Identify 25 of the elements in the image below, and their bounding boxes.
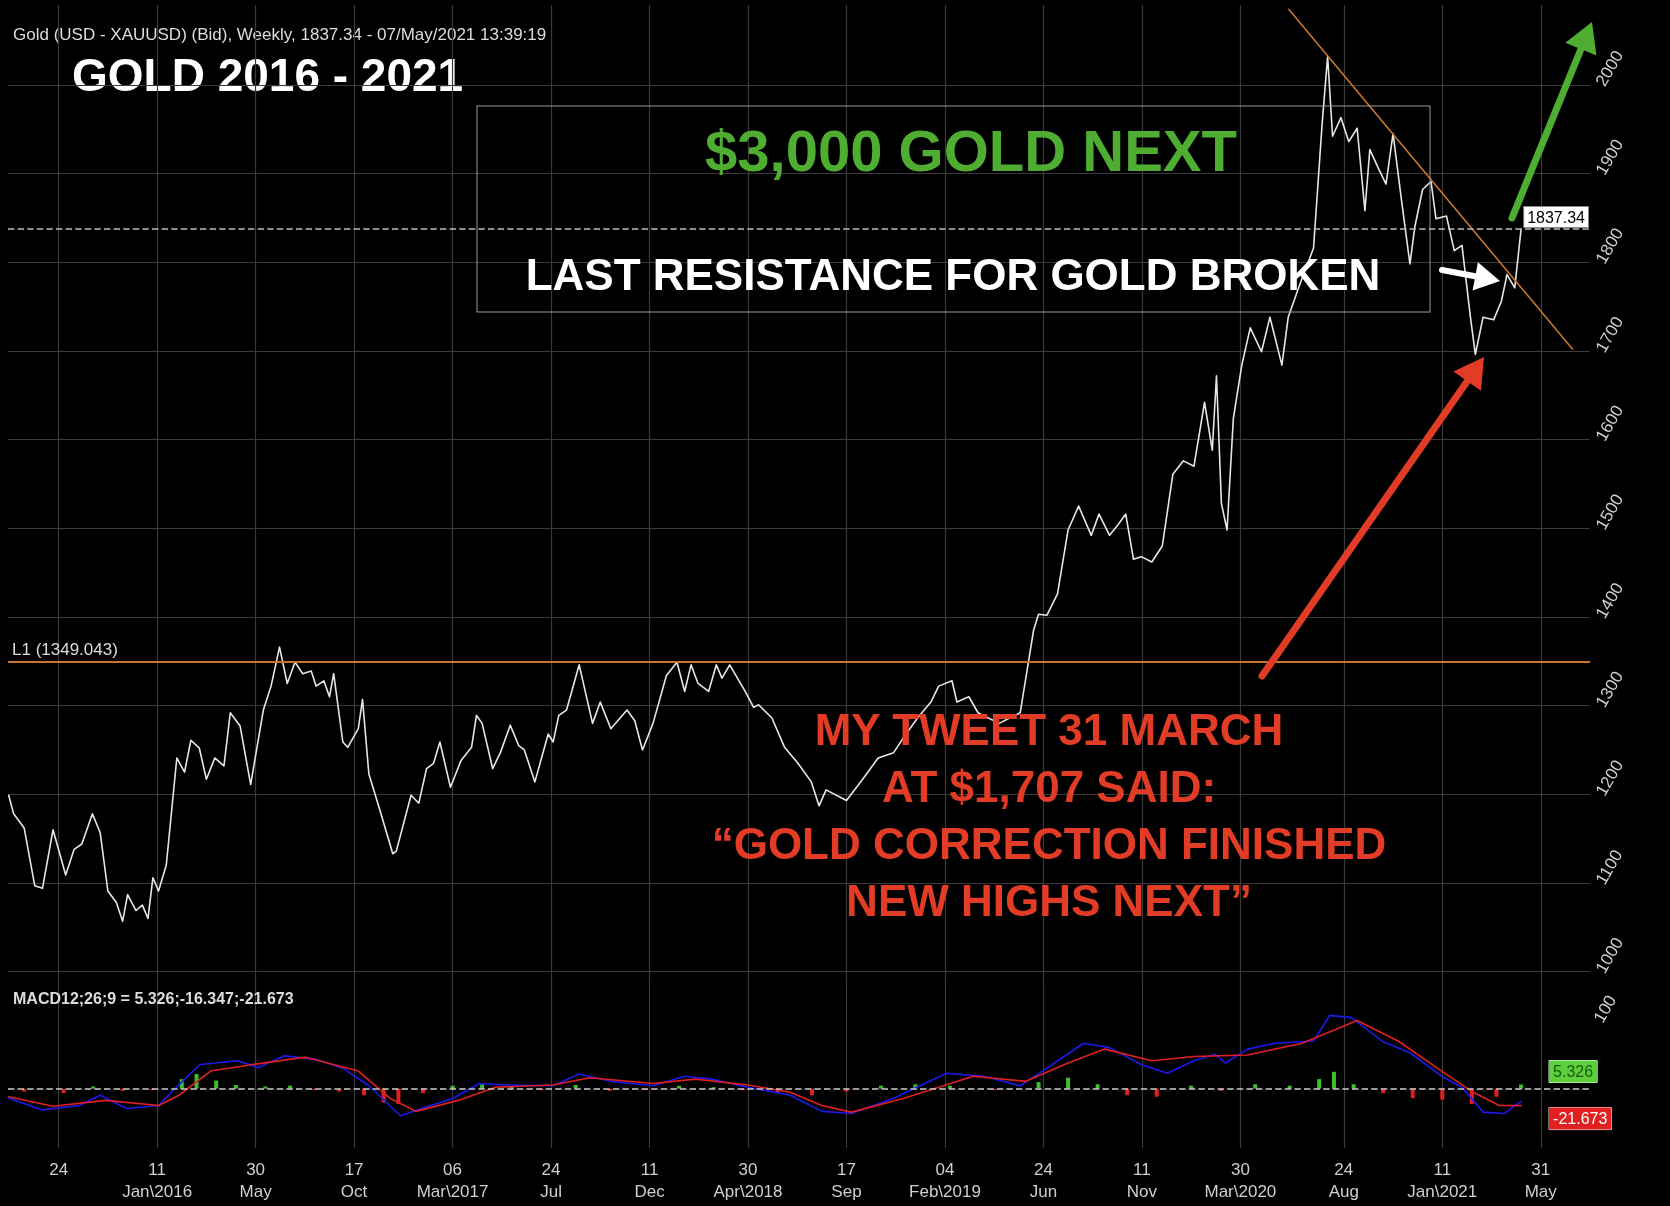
- annotation: 5.326: [1553, 1062, 1594, 1080]
- x-tick-label: 17 Sep: [831, 1159, 862, 1201]
- x-tick-label: 24 Aug: [1328, 1159, 1359, 1201]
- x-tick-label: 30 Apr\2018: [713, 1159, 783, 1201]
- x-tick-label: 24 Jun: [1029, 1159, 1058, 1201]
- ref-line-label: L1 (1349.043): [12, 640, 118, 660]
- x-tick-label: 06 Mar\2017: [416, 1159, 489, 1201]
- x-tick-label: 24: [49, 1159, 69, 1179]
- x-tick-label: 31 May: [1524, 1159, 1558, 1201]
- annotation: $3,000 GOLD NEXT: [705, 117, 1237, 183]
- text: GOLD 2016 - 2021: [72, 49, 464, 101]
- annotation: -21.673: [1553, 1110, 1608, 1128]
- text: MACD12;26;9 = 5.326;-16.347;-21.673: [13, 989, 294, 1007]
- x-tick-label: 17 Oct: [340, 1159, 368, 1201]
- annotation: 100: [1589, 991, 1621, 1027]
- x-tick-label: 30 Mar\2020: [1204, 1159, 1277, 1201]
- ref-line-label: 1837.34: [1527, 208, 1586, 226]
- x-tick-label: 04 Feb\2019: [909, 1159, 981, 1201]
- x-tick-label: 11 Dec: [634, 1159, 666, 1201]
- x-tick-label: 30 May: [239, 1159, 273, 1201]
- x-tick-label: 11 Jan\2016: [122, 1159, 193, 1201]
- x-tick-label: 11 Nov: [1126, 1159, 1158, 1201]
- x-tick-label: 24 Jul: [540, 1159, 562, 1201]
- text: Gold (USD - XAUUSD) (Bid), Weekly, 1837.34 - 07/May/2021 13:39:19: [13, 25, 547, 44]
- x-tick-label: 11 Jan\2021: [1407, 1159, 1478, 1201]
